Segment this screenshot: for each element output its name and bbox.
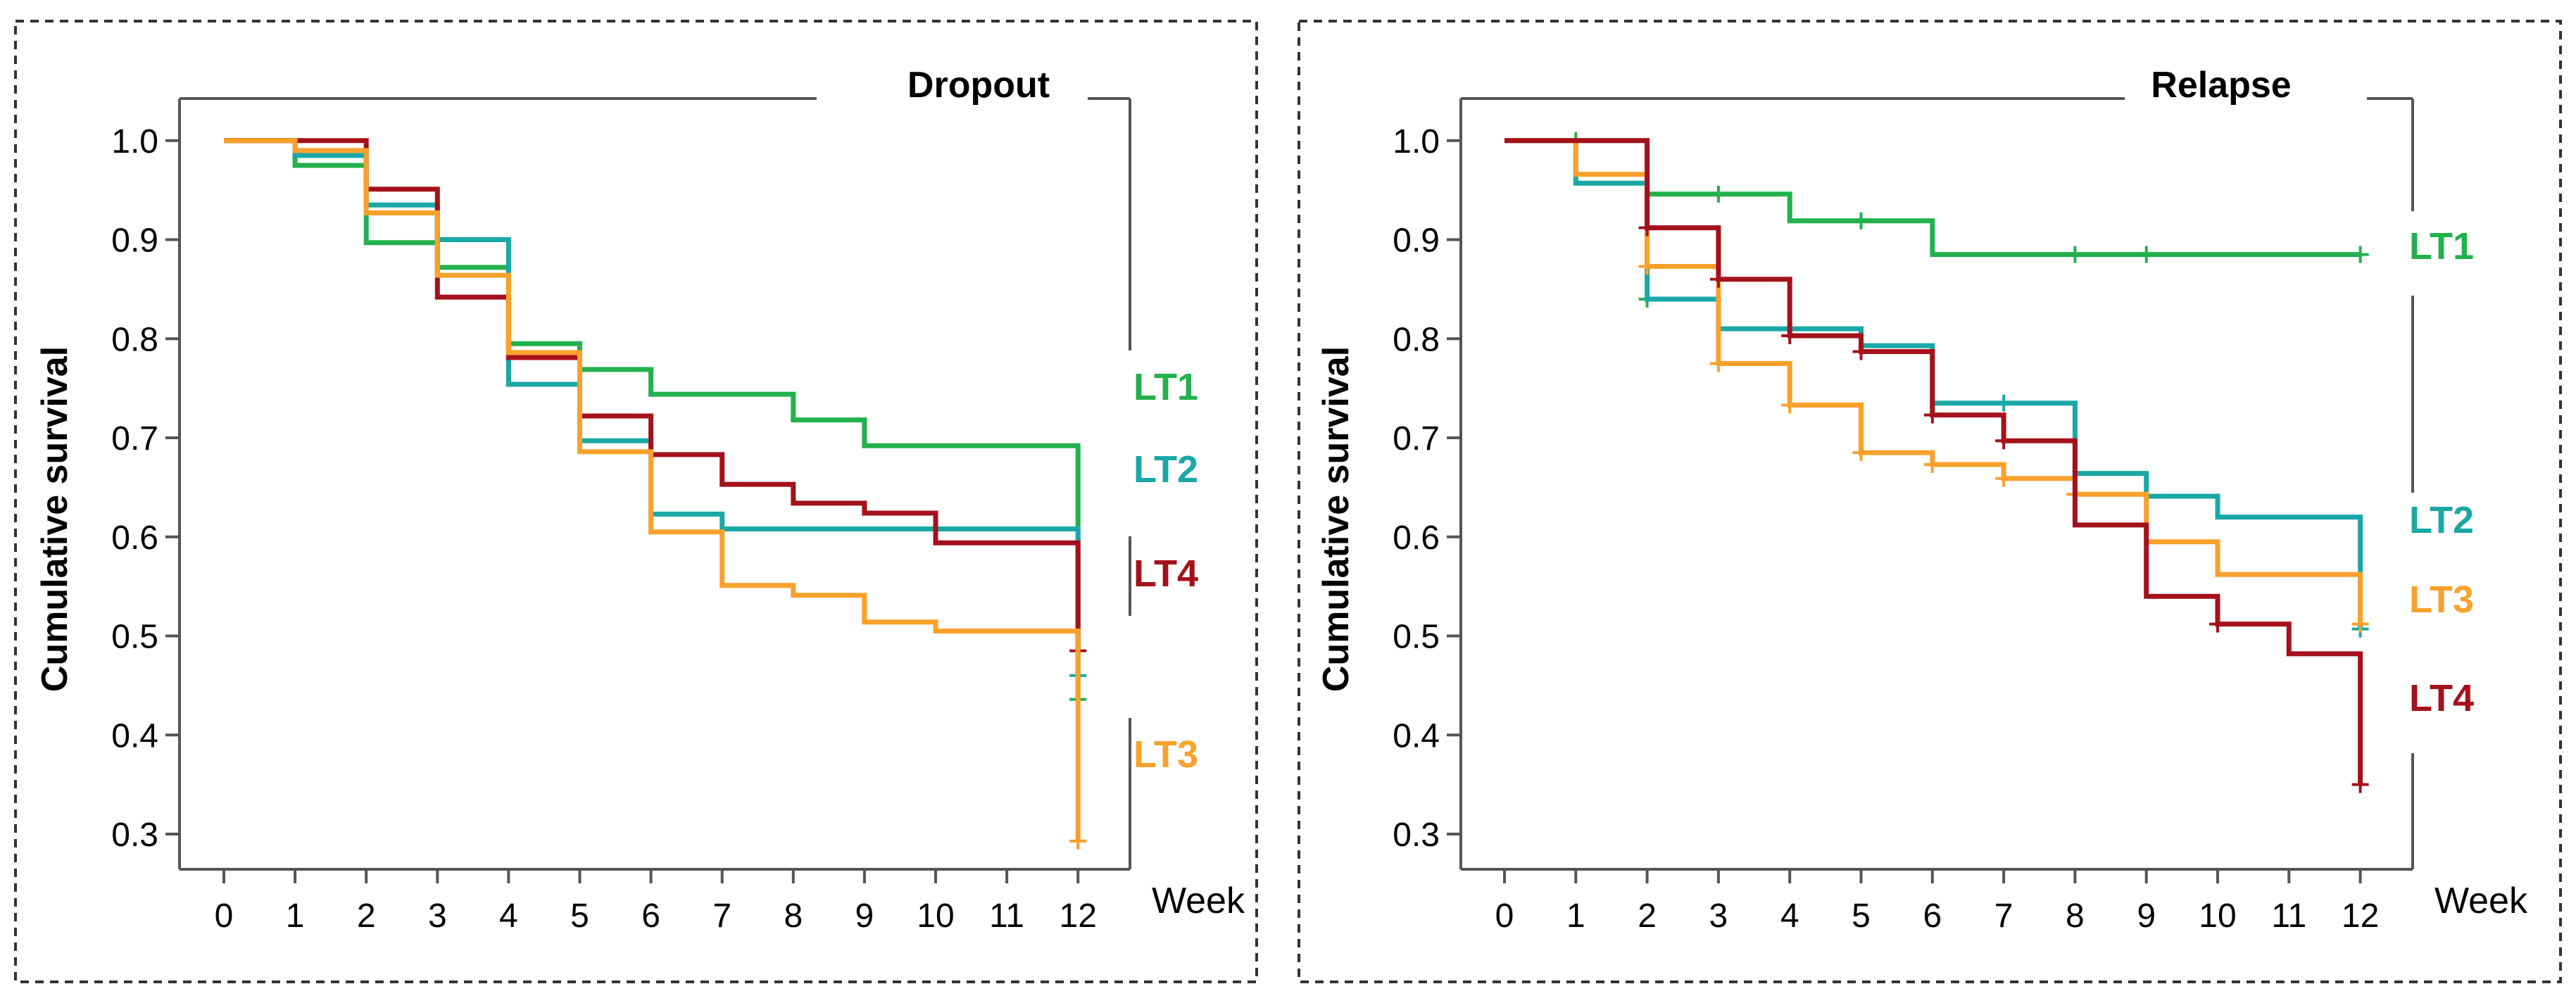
y-tick-label: 0.6	[111, 519, 158, 557]
legend-label-lt4: LT4	[1133, 553, 1198, 595]
censor-mark-lt2	[1995, 394, 2013, 412]
series-line-lt3	[224, 138, 1081, 841]
series-line-lt4	[1504, 138, 2363, 785]
axes-frame	[1459, 97, 2414, 871]
censor-mark-lt1	[1852, 212, 1870, 229]
x-tick-label: 12	[2342, 897, 2379, 935]
y-tick-label: 0.3	[111, 816, 158, 854]
censor-mark-lt1	[2066, 246, 2084, 263]
censor-mark-lt4	[2351, 776, 2369, 793]
x-tick-label: 8	[784, 897, 803, 935]
legend-label-lt1: LT1	[2409, 225, 2474, 267]
x-tick-label: 8	[2066, 897, 2085, 935]
censor-mark-lt4	[1638, 219, 1656, 236]
censor-mark-lt4	[1852, 343, 1870, 360]
censor-mark-lt3	[1781, 396, 1799, 414]
x-tick-label: 11	[2271, 897, 2306, 935]
y-tick-label: 0.5	[1393, 619, 1440, 656]
x-tick-label: 1	[286, 897, 305, 935]
censor-mark-lt4	[1923, 406, 1941, 424]
x-tick-label: 3	[1709, 897, 1728, 935]
panel-frame	[14, 20, 1258, 983]
censor-mark-lt3	[1995, 469, 2013, 487]
x-tick-label: 0	[1495, 897, 1514, 935]
x-tick-label: 5	[1852, 897, 1871, 935]
legend-label-lt2: LT2	[2409, 499, 2474, 541]
x-tick-label: 7	[1994, 897, 2013, 935]
x-tick-label: 4	[1780, 897, 1799, 935]
series-line-lt1	[1504, 138, 2361, 258]
axes-frame	[178, 97, 1131, 871]
x-tick-label: 6	[1923, 897, 1942, 935]
x-tick-label: 9	[2137, 897, 2156, 935]
x-tick-label: 2	[357, 897, 376, 935]
y-tick-label: 0.8	[1393, 321, 1440, 358]
x-tick-label: 4	[499, 897, 518, 935]
x-tick-label: 12	[1060, 897, 1097, 935]
legend-label-lt3: LT3	[1133, 733, 1198, 776]
x-tick-label: 3	[428, 897, 447, 935]
censor-mark-lt4	[1995, 432, 2013, 450]
x-tick-label: 9	[855, 897, 874, 935]
censor-mark-lt3	[1709, 355, 1727, 372]
censor-mark-lt3	[1638, 258, 1656, 275]
y-tick-label: 0.5	[111, 619, 158, 656]
censor-mark-lt4	[2209, 615, 2226, 633]
censor-mark-lt3	[1069, 832, 1087, 850]
censor-mark-lt1	[1709, 185, 1727, 203]
y-tick-label: 0.6	[1393, 519, 1440, 557]
y-tick-label: 0.4	[111, 717, 158, 755]
x-tick-label: 11	[989, 897, 1024, 935]
censor-mark-lt3	[2351, 615, 2369, 633]
x-tick-label: 6	[641, 897, 660, 935]
x-tick-label: 2	[1638, 897, 1657, 935]
y-tick-label: 0.7	[1393, 420, 1440, 458]
legend-label-lt3: LT3	[2409, 579, 2474, 621]
x-axis-unit: Week	[1152, 881, 1245, 921]
x-tick-label: 1	[1566, 897, 1585, 935]
x-axis-unit: Week	[2434, 881, 2528, 921]
chart-title: Dropout	[907, 65, 1050, 106]
legend-label-lt1: LT1	[1133, 366, 1198, 408]
censor-mark-lt3	[1852, 444, 1870, 462]
censor-mark-lt1	[2351, 246, 2369, 263]
y-axis-label: Cumulative survival	[1316, 346, 1357, 692]
y-tick-label: 0.8	[111, 321, 158, 358]
series-line-lt2	[224, 138, 1081, 676]
censor-mark-lt3	[1923, 456, 1941, 474]
y-tick-label: 0.9	[1393, 222, 1440, 260]
y-tick-label: 0.9	[111, 222, 158, 260]
legend-label-lt2: LT2	[1133, 448, 1198, 491]
panel-frame	[1298, 20, 2562, 983]
x-tick-label: 0	[215, 897, 234, 935]
x-tick-label: 5	[570, 897, 589, 935]
censor-mark-lt4	[1709, 270, 1727, 288]
legend-label-lt4: LT4	[2409, 677, 2474, 719]
y-tick-label: 1.0	[1393, 123, 1440, 160]
y-axis-label: Cumulative survival	[34, 346, 75, 692]
chart-title: Relapse	[2151, 65, 2291, 106]
censor-mark-lt4	[1781, 327, 1799, 345]
x-tick-label: 10	[2199, 897, 2236, 935]
y-tick-label: 0.4	[1393, 717, 1440, 755]
x-tick-label: 7	[712, 897, 731, 935]
y-tick-label: 0.3	[1393, 816, 1440, 854]
y-tick-label: 1.0	[111, 123, 158, 160]
censor-mark-lt1	[2137, 246, 2155, 263]
y-tick-label: 0.7	[111, 420, 158, 458]
x-tick-label: 10	[917, 897, 954, 935]
